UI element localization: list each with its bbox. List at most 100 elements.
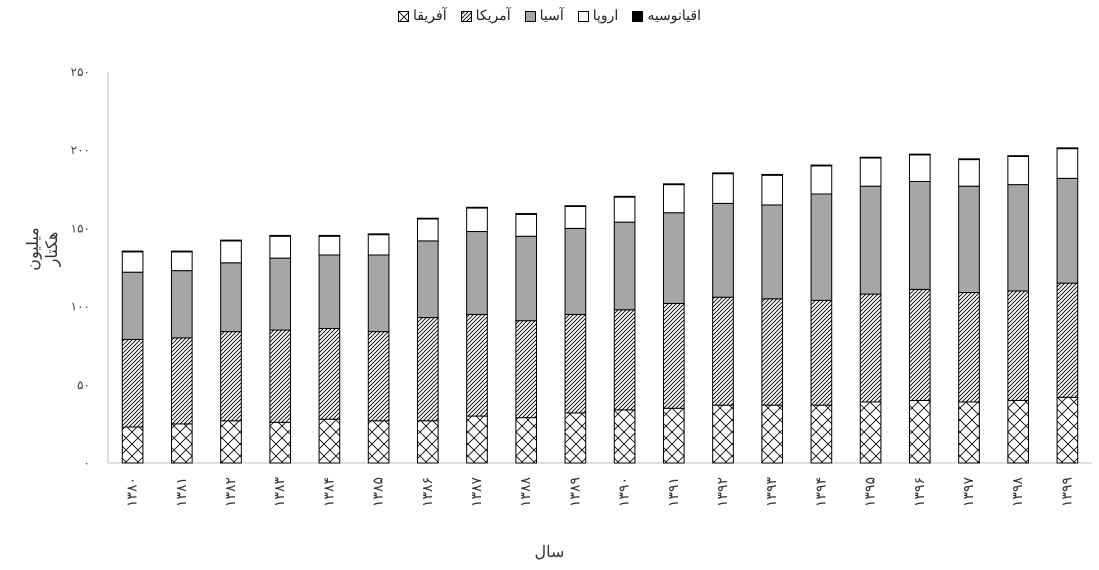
x-tick-label: ۱۳۹۸ — [1010, 477, 1026, 508]
bar-segment — [613, 309, 636, 411]
bar-segment — [908, 180, 931, 290]
x-tick-label: ۱۳۸۸ — [518, 477, 534, 508]
bar-segment — [367, 233, 390, 236]
x-tick-label: ۱۳۹۵ — [863, 477, 879, 507]
bar-segment — [810, 193, 833, 301]
x-tick-label: ۱۳۸۲ — [223, 477, 239, 507]
bar-segment — [564, 206, 587, 229]
legend-swatch — [524, 10, 536, 22]
bar-segment — [515, 213, 538, 215]
bar-segment — [712, 296, 734, 406]
bar-segment — [220, 239, 242, 242]
bar-segment — [564, 313, 587, 414]
bar-segment — [1007, 399, 1030, 464]
bar-segment — [466, 415, 488, 464]
bar-segment — [416, 217, 439, 220]
x-tick-label: ۱۳۸۳ — [272, 477, 288, 508]
bar-segment — [810, 299, 833, 406]
bar-segment — [712, 404, 734, 464]
bar-segment — [121, 250, 144, 253]
bar-segment — [121, 338, 144, 428]
bar-segment — [1056, 148, 1079, 179]
bar-segment — [859, 185, 882, 295]
bar-segment — [712, 172, 734, 175]
bar-segment — [810, 404, 833, 464]
y-tick-label: ۰ — [84, 456, 90, 470]
x-tick-label: ۱۳۸۴ — [321, 477, 337, 507]
y-axis-label: میلیون هکتار — [23, 227, 61, 271]
bar-segment — [170, 423, 193, 464]
bar-segment — [515, 235, 538, 322]
bar-segment — [121, 426, 144, 464]
legend-label: آفریقا — [413, 8, 447, 24]
legend-swatch — [398, 10, 410, 22]
bar-segment — [613, 221, 636, 311]
bar-segment — [466, 313, 488, 417]
bar-segment — [613, 195, 636, 198]
legend-swatch — [577, 10, 589, 22]
bar-segment — [367, 420, 390, 464]
bar-segment — [761, 204, 784, 300]
bar-segment — [564, 205, 587, 208]
bar-segment — [761, 174, 784, 206]
bar-segment — [613, 409, 636, 464]
x-tick-label: ۱۳۸۶ — [420, 477, 436, 507]
bar-segment — [220, 331, 242, 422]
bar-segment — [761, 298, 784, 406]
bar-segment — [1056, 282, 1079, 398]
x-tick-label: ۱۳۸۱ — [174, 477, 190, 507]
bar-segment — [1007, 290, 1030, 401]
bar-segment — [564, 412, 587, 464]
x-tick-label: ۱۳۹۱ — [666, 477, 682, 507]
x-tick-label: ۱۳۹۶ — [912, 477, 928, 507]
bar-segment — [466, 207, 488, 233]
bar-segment — [170, 250, 193, 253]
bar-segment — [958, 401, 980, 464]
bar-segment — [662, 183, 685, 186]
bar-segment — [810, 164, 833, 167]
x-tick-label: ۱۳۹۳ — [764, 477, 780, 508]
bar-segment — [170, 251, 193, 272]
legend-item: اقیانوسیه — [632, 8, 701, 24]
legend-label: اروپا — [592, 8, 619, 24]
y-tick-label: ۲۰۰ — [71, 143, 90, 157]
legend-item: آفریقا — [398, 8, 447, 24]
legend-label: اقیانوسیه — [647, 8, 701, 24]
legend-swatch — [632, 10, 644, 22]
bar-segment — [564, 227, 587, 315]
bar-segment — [269, 235, 292, 259]
bar-segment — [712, 173, 734, 204]
bar-segment — [466, 206, 488, 209]
bar-segment — [220, 262, 242, 333]
bar-segment — [859, 157, 882, 187]
bar-segment — [662, 212, 685, 304]
legend-item: اروپا — [577, 8, 619, 24]
bar-segment — [958, 292, 980, 403]
bar-segment — [269, 257, 292, 331]
bar-segment — [269, 421, 292, 464]
y-tick-label: ۵۰ — [77, 378, 90, 392]
y-tick-label: ۱۵۰ — [71, 221, 90, 235]
bar-segment — [170, 337, 193, 425]
legend-item: آسیا — [524, 8, 564, 24]
bar-segment — [958, 158, 980, 161]
bar-segment — [269, 329, 292, 423]
bar-segment — [859, 401, 882, 464]
bar-segment — [515, 320, 538, 419]
bar-segment — [121, 271, 144, 340]
bar-segment — [416, 420, 439, 464]
bar-segment — [367, 331, 390, 422]
legend-label: آمریکا — [475, 8, 511, 24]
bar-segment — [1056, 147, 1079, 150]
bar-segment — [220, 240, 242, 264]
x-tick-label: ۱۳۸۰ — [125, 477, 141, 507]
x-tick-label: ۱۳۹۷ — [961, 477, 977, 508]
bar-segment — [318, 234, 341, 237]
x-tick-label: ۱۳۹۴ — [813, 477, 829, 507]
bar-segment — [958, 159, 980, 187]
bar-segment — [121, 251, 144, 273]
bar-segment — [367, 254, 390, 333]
bar-segment — [416, 317, 439, 422]
bar-segment — [318, 254, 341, 329]
y-tick-label: ۱۰۰ — [71, 300, 90, 314]
